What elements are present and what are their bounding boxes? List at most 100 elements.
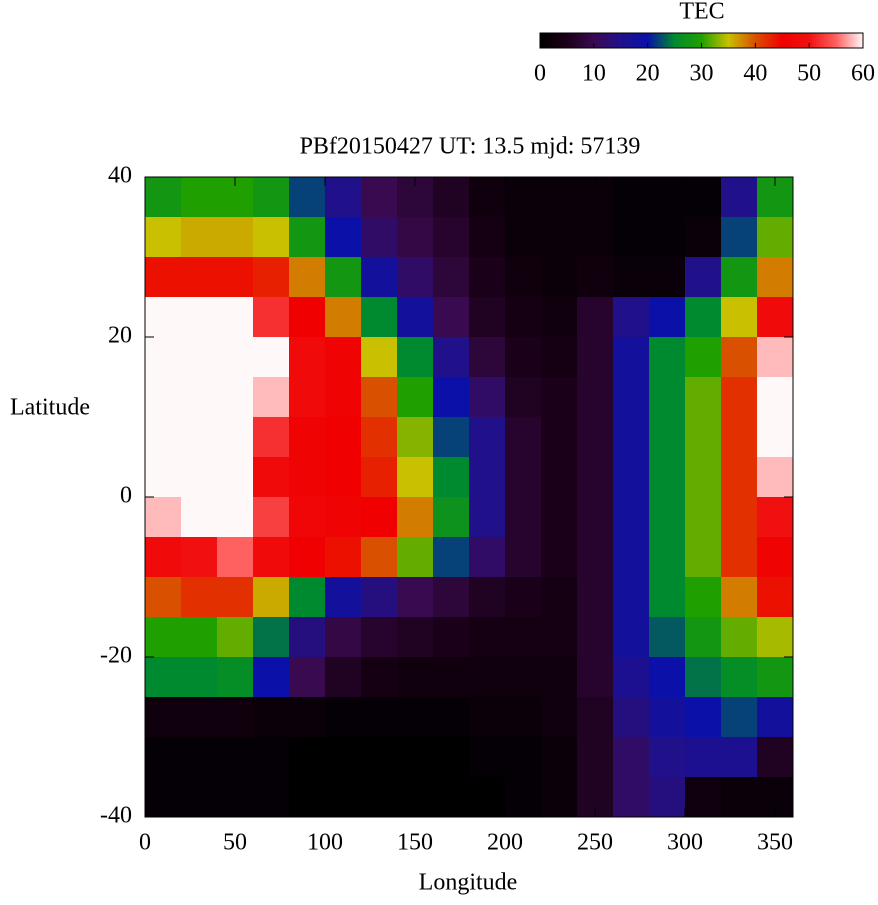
heat-cell (613, 737, 650, 778)
heat-cell (397, 257, 434, 298)
x-axis-label: Longitude (419, 870, 518, 896)
heat-cell (433, 697, 470, 738)
heat-cell (649, 417, 686, 458)
heat-cell (541, 457, 578, 498)
heat-cell (181, 657, 218, 698)
heat-cell (253, 457, 290, 498)
heat-cell (577, 257, 614, 298)
heat-cell (145, 417, 182, 458)
heat-cell (685, 537, 722, 578)
heat-cell (289, 417, 326, 458)
heat-cell (649, 177, 686, 218)
heat-cell (181, 257, 218, 298)
heat-cell (145, 497, 182, 538)
heat-cell (685, 177, 722, 218)
heat-cell (217, 657, 254, 698)
heat-cell (649, 537, 686, 578)
heat-cell (685, 337, 722, 378)
heat-cell (577, 537, 614, 578)
heat-cell (613, 537, 650, 578)
heat-cell (541, 497, 578, 538)
heat-cell (361, 297, 398, 338)
heat-cell (289, 657, 326, 698)
heat-cell (721, 777, 758, 818)
heat-cell (181, 377, 218, 418)
heat-cell (433, 417, 470, 458)
heat-cell (361, 537, 398, 578)
heat-cell (217, 337, 254, 378)
heat-cell (613, 257, 650, 298)
heat-cell (217, 497, 254, 538)
heat-cell (577, 457, 614, 498)
heat-cell (685, 737, 722, 778)
heat-cell (433, 297, 470, 338)
heat-cell (217, 737, 254, 778)
heat-cell (325, 657, 362, 698)
heat-cell (325, 337, 362, 378)
heat-cell (577, 577, 614, 618)
heat-cell (325, 697, 362, 738)
heat-cell (757, 617, 794, 658)
heat-cell (541, 257, 578, 298)
heat-cell (541, 377, 578, 418)
heat-cell (613, 297, 650, 338)
heat-cell (649, 777, 686, 818)
heat-cell (145, 657, 182, 698)
heat-cell (685, 377, 722, 418)
heat-cell (145, 537, 182, 578)
heat-cell (217, 577, 254, 618)
heat-cell (253, 537, 290, 578)
heat-cell (505, 777, 542, 818)
heat-cell (613, 417, 650, 458)
heat-cell (361, 257, 398, 298)
y-tick-label: -40 (100, 803, 132, 829)
heat-cell (613, 337, 650, 378)
heat-cell (505, 537, 542, 578)
heat-cell (469, 377, 506, 418)
heat-cell (541, 217, 578, 258)
heat-cell (145, 297, 182, 338)
heat-cell (721, 457, 758, 498)
heat-cell (145, 777, 182, 818)
colorbar-tick-label: 40 (743, 61, 767, 87)
heat-cell (181, 297, 218, 338)
heat-cell (397, 417, 434, 458)
x-tick-label: 250 (577, 830, 613, 856)
heat-cell (361, 497, 398, 538)
heat-cell (757, 657, 794, 698)
heat-cell (505, 337, 542, 378)
heat-cell (757, 257, 794, 298)
heat-cell (757, 497, 794, 538)
heat-cell (181, 337, 218, 378)
x-tick-label: 50 (223, 830, 247, 856)
heat-cell (541, 617, 578, 658)
colorbar-tick-label: 30 (690, 61, 714, 87)
heat-cell (685, 417, 722, 458)
heat-cell (721, 417, 758, 458)
heat-cell (217, 377, 254, 418)
heat-cell (181, 697, 218, 738)
heat-cell (649, 697, 686, 738)
heat-cell (433, 377, 470, 418)
heat-cell (397, 577, 434, 618)
heat-cell (361, 337, 398, 378)
heat-cell (469, 697, 506, 738)
heat-cell (181, 577, 218, 618)
heat-cell (469, 657, 506, 698)
x-tick-label: 0 (139, 830, 151, 856)
colorbar-tick-label: 20 (636, 61, 660, 87)
heat-cell (505, 217, 542, 258)
heat-cell (325, 497, 362, 538)
heat-cell (541, 577, 578, 618)
heat-cell (505, 257, 542, 298)
heat-cell (289, 777, 326, 818)
heat-cell (289, 737, 326, 778)
heat-cell (253, 217, 290, 258)
heat-cell (577, 737, 614, 778)
heat-cell (685, 497, 722, 538)
heat-cell (397, 617, 434, 658)
chart-title: PBf20150427 UT: 13.5 mjd: 57139 (300, 134, 641, 160)
heat-cell (145, 737, 182, 778)
heat-cell (289, 337, 326, 378)
heat-cell (361, 617, 398, 658)
